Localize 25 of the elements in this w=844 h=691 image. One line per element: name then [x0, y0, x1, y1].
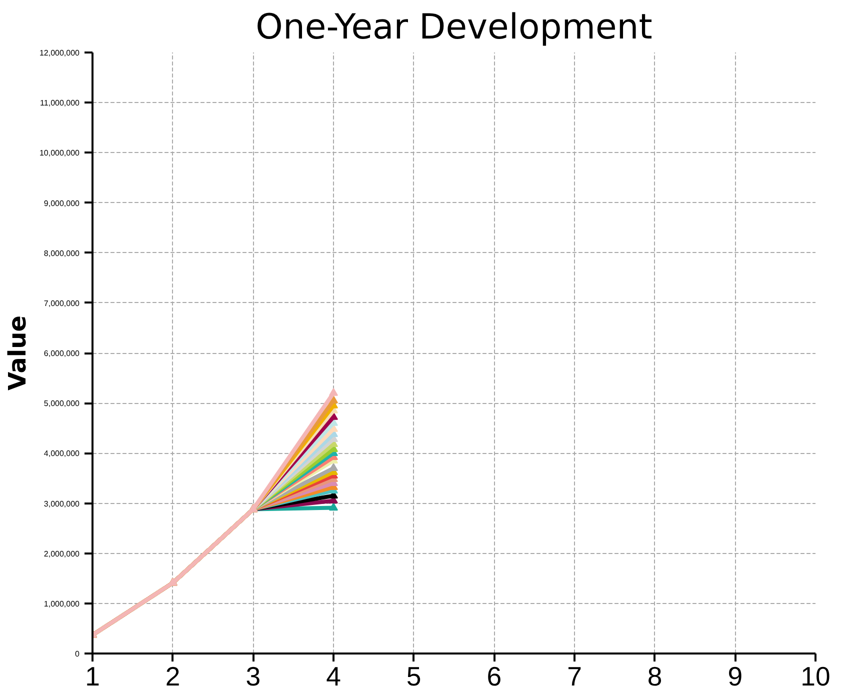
y-tick-label: 7,000,000: [44, 298, 80, 308]
y-axis-title: Value: [3, 315, 32, 391]
y-tick-label: 3,000,000: [44, 499, 80, 508]
y-tick-label: 5,000,000: [44, 399, 80, 408]
y-tick-label: 11,000,000: [40, 98, 80, 108]
y-tick-label: 6,000,000: [44, 349, 80, 358]
y-tick-label: 2,000,000: [44, 549, 80, 558]
y-tick-label: 10,000,000: [39, 148, 80, 158]
x-tick-label: 10: [800, 662, 830, 691]
x-tick-label: 6: [486, 662, 502, 691]
y-tick-label: 4,000,000: [44, 449, 80, 458]
x-tick-label: 5: [406, 662, 422, 691]
x-tick-label: 2: [165, 662, 180, 691]
y-tick-label: 0: [75, 650, 80, 658]
y-tick-label: 8,000,000: [44, 248, 80, 258]
x-tick-label: 8: [647, 662, 662, 691]
x-tick-label: 7: [567, 662, 582, 691]
y-tick-label: 1,000,000: [44, 599, 80, 608]
x-tick-label: 4: [326, 662, 342, 691]
x-tick-label: 3: [246, 662, 261, 691]
chart-title: One-Year Development: [256, 8, 652, 48]
y-tick-label: 9,000,000: [44, 198, 80, 208]
x-tick-label: 9: [728, 662, 743, 691]
x-tick-label: 1: [85, 662, 100, 691]
y-tick-label: 12,000,000: [39, 48, 80, 58]
